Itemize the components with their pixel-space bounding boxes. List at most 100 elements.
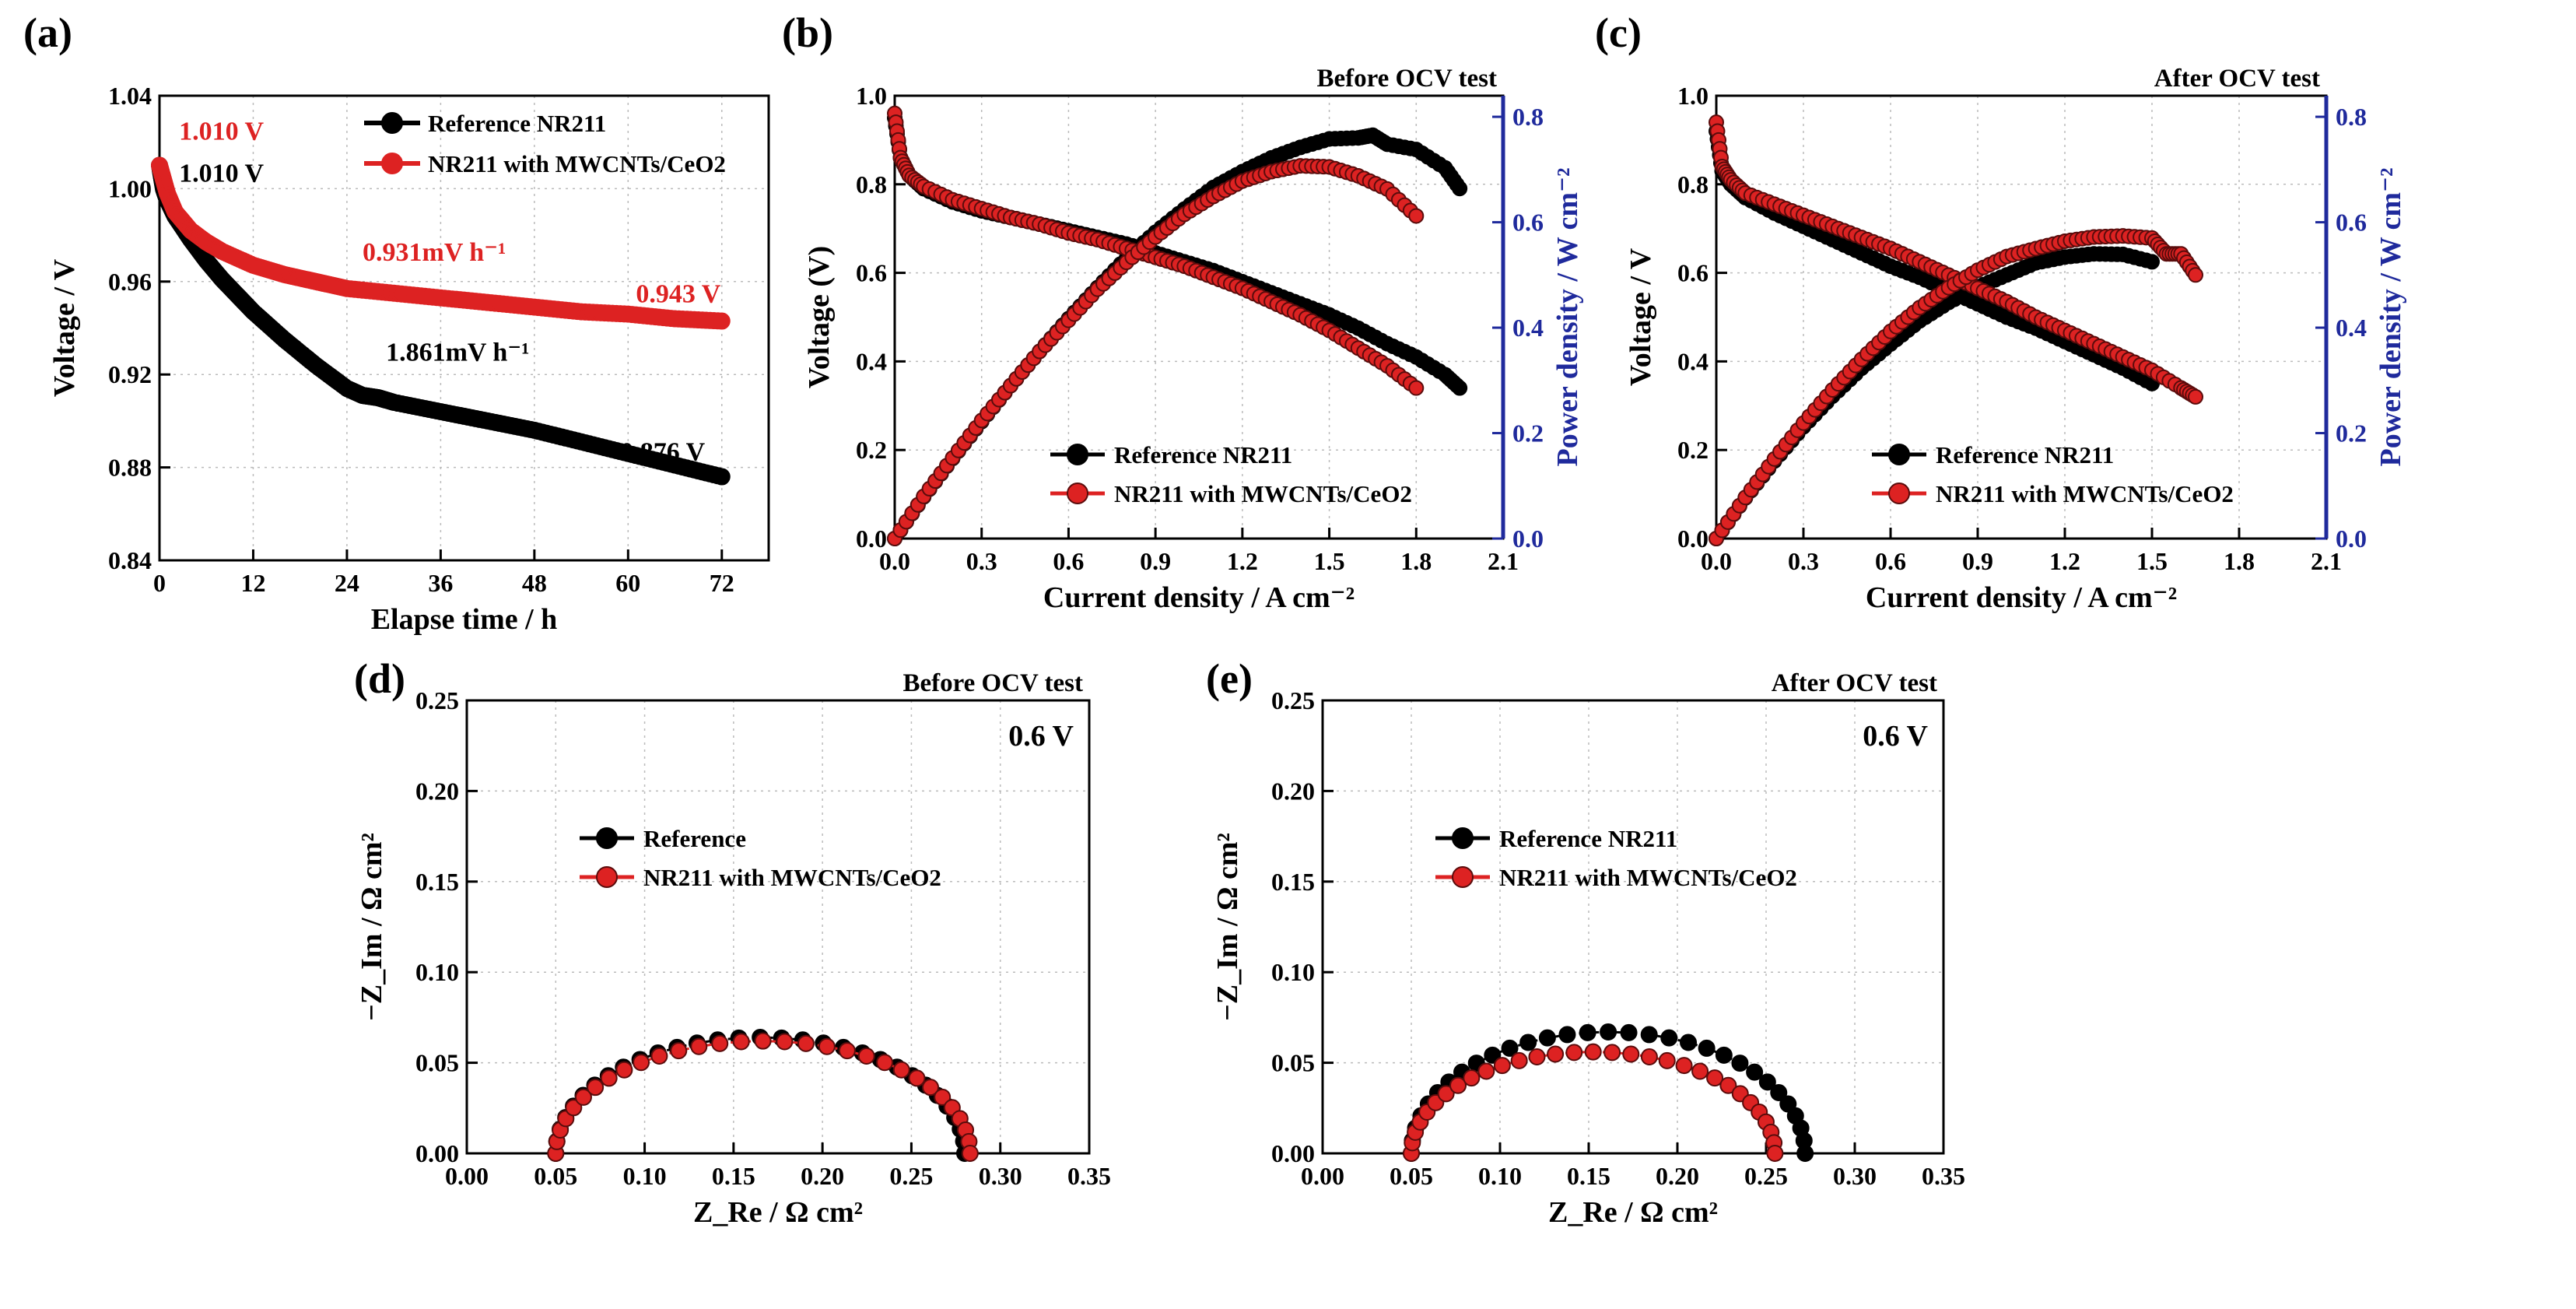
x-tick-label: 1.8 [1400,547,1432,575]
legend-marker [1888,483,1910,504]
legend-marker [1452,827,1474,849]
data-point [922,1079,940,1097]
data-point [615,1061,633,1079]
x-tick-label: 0.3 [966,547,997,575]
data-point [1493,1057,1511,1075]
data-point [690,1037,708,1055]
y2-tick-label: 0.4 [2336,314,2367,342]
data-point [1731,1055,1749,1072]
y-tick-label: 1.04 [108,82,152,110]
x-tick-label: 0.25 [889,1162,933,1190]
annotation-text: 0.931mV h⁻¹ [363,238,506,267]
y-tick-label: 0.88 [108,454,152,482]
x-tick-label: 24 [335,569,359,597]
voltage-label: 0.6 V [1863,720,1928,753]
data-point [1452,380,1468,396]
x-axis-label: Elapse time / h [371,603,558,636]
x-tick-label: 1.5 [2136,547,2168,575]
y-tick-label: 0.92 [108,360,152,388]
data-point [1463,1069,1481,1087]
data-point [1501,1039,1519,1057]
y-tick-label: 0.84 [108,546,152,574]
data-point [650,1048,668,1065]
data-point [1622,1045,1640,1063]
legend-label: NR211 with MWCNTs/CeO2 [1114,480,1412,507]
annotation-text: 0.876 V [620,438,705,467]
data-point [1449,1076,1467,1094]
data-point [1547,1045,1565,1063]
data-point [1519,1034,1537,1051]
x-tick-label: 2.1 [2311,547,2342,575]
data-point [732,1033,750,1051]
fit-line [554,1040,972,1154]
plot-frame [893,94,1505,540]
legend-label: Reference NR211 [1114,441,1292,469]
x-tick-label: 0.9 [1962,547,1993,575]
y-tick-label: 0.4 [1677,347,1709,375]
data-point [818,1037,836,1055]
data-point [1640,1048,1658,1066]
legend-label: NR211 with MWCNTs/CeO2 [428,150,726,177]
data-point [1698,1039,1716,1057]
data-point [1528,1048,1546,1066]
x-tick-label: 0.6 [1053,547,1084,575]
panel-title: After OCV test [2154,65,2320,93]
data-point [1706,1069,1724,1087]
legend: Reference NR211 NR211 with MWCNTs/CeO2 [364,110,726,177]
data-point [1766,1145,1784,1162]
data-point [1558,1026,1576,1044]
y2-axis-label: Power density / W cm⁻² [1551,168,1584,467]
plot-frame [1321,699,1945,1155]
x-tick-label: 0.3 [1788,547,1819,575]
y-tick-label: 0.00 [1271,1139,1315,1167]
legend-label: Reference NR211 [1499,825,1677,852]
y-tick-label: 0.05 [1271,1049,1315,1077]
plot-frame [465,699,1091,1155]
data-point [1746,1063,1764,1081]
y-axis-label: −Z_Im / Ω cm² [356,833,388,1021]
y-tick-label: 0.96 [108,268,152,296]
data-point [565,1099,583,1117]
data-point [1579,1023,1596,1041]
y2-tick-label: 0.0 [1512,525,1544,553]
data-point [711,1034,729,1052]
data-point [1758,1073,1776,1091]
y2-tick-label: 0.8 [2336,103,2367,131]
panel-title: After OCV test [1772,669,1937,697]
y-tick-label: 0.0 [1677,525,1709,553]
y2-tick-label: 0.8 [1512,103,1544,131]
y2-tick-label: 0.2 [2336,419,2367,447]
data-point [776,1033,794,1051]
y-axis-label: −Z_Im / Ω cm² [1211,833,1244,1021]
x-tick-label: 2.1 [1488,547,1519,575]
y-tick-label: 0.2 [1677,436,1709,464]
data-point [1715,1046,1733,1064]
data-point [587,1079,605,1097]
data-point [961,1145,979,1162]
panel-b: 0.0 0.3 0.6 0.9 1.2 1.5 1.8 2.10.00.20.40.60.81… [782,9,1584,614]
x-axis-label: Z_Re / Ω cm² [1548,1196,1718,1229]
legend-label: NR211 with MWCNTs/CeO2 [1499,864,1797,891]
data-point [934,1088,952,1106]
fit-line [554,1036,966,1154]
y2-tick-label: 0.6 [1512,209,1544,237]
data-point [2188,388,2203,405]
y2-tick-label: 0.2 [1512,419,1544,447]
x-tick-label: 0.10 [1478,1162,1522,1190]
x-tick-label: 0.20 [801,1162,844,1190]
x-tick-label: 0.30 [1833,1162,1877,1190]
y-tick-label: 0.10 [1271,958,1315,986]
y2-axis-label: Power density / W cm⁻² [2374,168,2407,467]
y-tick-label: 0.8 [1677,170,1709,198]
data-point [1484,1046,1502,1064]
legend-marker [596,827,618,849]
x-tick-label: 48 [522,569,547,597]
x-tick-label: 12 [240,569,265,597]
data-point [1600,1023,1617,1041]
x-tick-label: 0.15 [712,1162,755,1190]
x-tick-label: 1.2 [1227,547,1258,575]
legend-marker [381,112,403,134]
x-tick-label: 0.0 [879,547,910,575]
x-tick-label: 0.05 [1390,1162,1433,1190]
y-tick-label: 0.20 [415,777,459,805]
